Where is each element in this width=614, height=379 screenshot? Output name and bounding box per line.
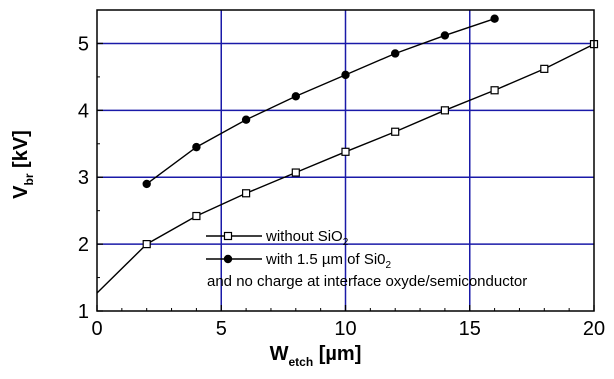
data-point: [341, 147, 350, 156]
series-line: [146, 18, 495, 185]
legend: without SiO2 with 1.5 µm of Si02 and no ch…: [206, 228, 527, 290]
axis-labels: Wetch [µm] Vbr [kV]: [10, 130, 361, 369]
x-axis-label: Wetch [µm]: [270, 343, 362, 369]
series: [96, 14, 599, 294]
x-tick-label: 10: [334, 318, 356, 340]
series-1: [142, 14, 499, 189]
grid: [97, 10, 594, 311]
data-point: [241, 115, 251, 124]
data-point: [391, 49, 400, 58]
x-tick-label: 15: [459, 318, 481, 340]
data-point: [192, 211, 201, 221]
x-tick-label: 20: [583, 318, 605, 340]
y-tick-label: 1: [78, 301, 89, 323]
legend-entry-1: with 1.5 µm of Si02: [265, 251, 392, 271]
data-point: [440, 106, 449, 115]
data-point: [142, 179, 151, 189]
data-point: [540, 64, 549, 73]
x-tick-label: 0: [91, 318, 102, 340]
legend-entry-0: without SiO2: [265, 228, 349, 248]
legend-marker: [223, 231, 233, 241]
data-point: [341, 70, 350, 80]
ticks: 0 5 10 15 20 1 2 3 4 5: [78, 33, 605, 340]
data-point: [291, 92, 300, 101]
y-tick-label: 5: [78, 33, 89, 55]
y-tick-label: 2: [78, 234, 89, 256]
data-point: [291, 168, 300, 177]
data-point: [490, 14, 499, 23]
y-axis-label: Vbr [kV]: [10, 130, 36, 199]
data-point: [490, 86, 499, 95]
legend-marker: [223, 254, 233, 264]
x-tick-label: 5: [216, 318, 227, 340]
data-point: [142, 240, 151, 249]
y-tick-label: 4: [78, 100, 89, 122]
data-point: [440, 31, 450, 40]
data-point: [192, 142, 201, 152]
data-point: [242, 189, 251, 198]
y-tick-label: 3: [78, 167, 89, 189]
data-point: [391, 127, 400, 136]
legend-annotation: and no charge at interface oxyde/semicon…: [207, 273, 527, 290]
